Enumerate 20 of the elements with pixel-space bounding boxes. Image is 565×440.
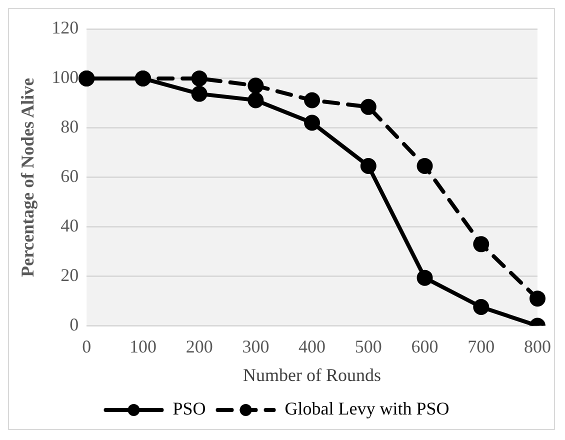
- x-tick-label: 100: [129, 336, 156, 356]
- y-tick-label: 20: [60, 265, 79, 286]
- y-tick-label: 0: [70, 314, 79, 335]
- x-tick-label: 200: [186, 336, 213, 356]
- x-axis-title: Number of Rounds: [243, 364, 382, 385]
- x-tick-label: 500: [354, 336, 382, 356]
- y-tick-label: 60: [60, 166, 79, 186]
- x-tick-label: 300: [242, 336, 270, 356]
- y-tick-label: 100: [52, 67, 79, 88]
- y-tick-label: 80: [60, 116, 79, 137]
- x-tick-label: 800: [524, 336, 551, 356]
- legend-label: Global Levy with PSO: [284, 398, 450, 419]
- legend-label: PSO: [172, 398, 206, 419]
- x-tick-label: 600: [411, 336, 438, 356]
- x-tick-label: 400: [298, 336, 326, 356]
- y-axis-title: Percentage of Nodes Alive: [17, 78, 38, 277]
- y-tick-label: 40: [60, 216, 79, 236]
- x-tick-label: 0: [82, 336, 92, 356]
- x-tick-label: 700: [468, 336, 495, 356]
- y-tick-label: 120: [52, 18, 79, 38]
